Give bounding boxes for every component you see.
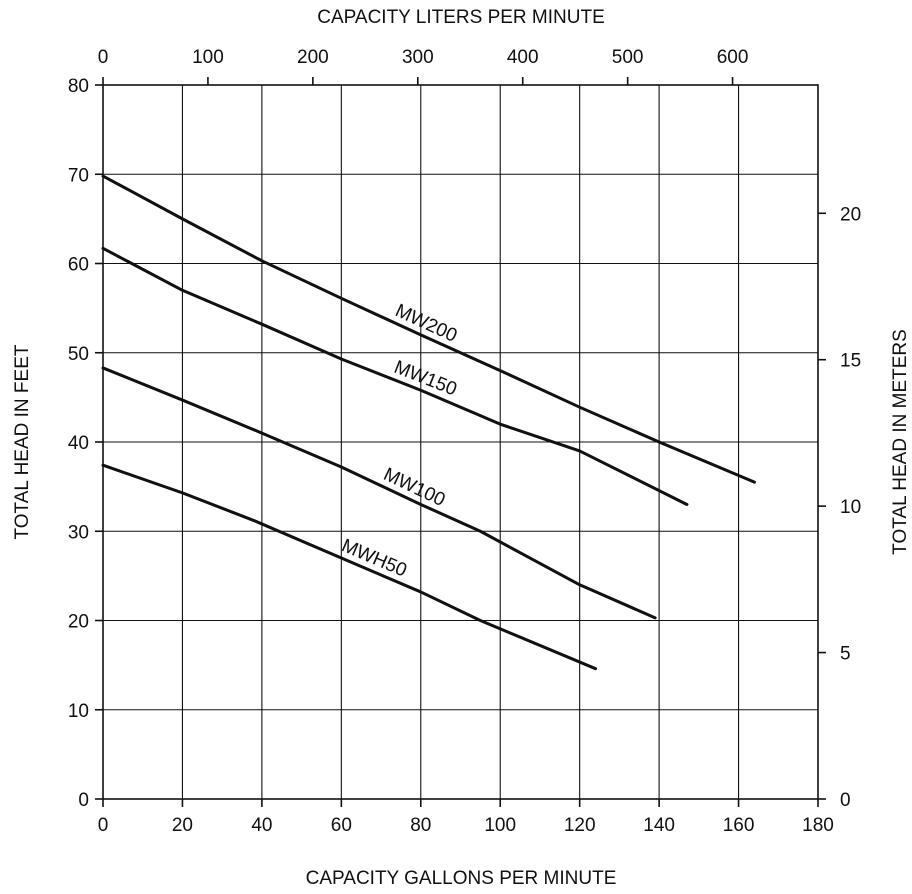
right-tick-label: 15: [840, 351, 861, 372]
bottom-axis-title: CAPACITY GALLONS PER MINUTE: [306, 868, 617, 889]
bottom-tick-label: 60: [331, 815, 352, 836]
bottom-tick-label: 20: [172, 815, 193, 836]
right-tick-label: 10: [840, 497, 861, 518]
grid: [103, 85, 818, 799]
top-tick-label: 300: [402, 47, 434, 68]
top-tick-label: 0: [98, 47, 109, 68]
bottom-tick-label: 140: [643, 815, 675, 836]
left-tick-label: 20: [68, 612, 89, 633]
right-tick-label: 5: [840, 644, 851, 665]
series-label-mw200: MW200: [392, 300, 460, 346]
top-axis-title: CAPACITY LITERS PER MINUTE: [317, 7, 605, 28]
curve-mw150: [101, 246, 689, 506]
top-tick-label: 400: [507, 47, 539, 68]
right-axis-title: TOTAL HEAD IN METERS: [890, 329, 911, 555]
left-tick-label: 60: [68, 255, 89, 276]
left-tick-label: 40: [68, 433, 89, 454]
left-tick-label: 70: [68, 165, 89, 186]
left-tick-label: 10: [68, 701, 89, 722]
axis-ticks: [95, 77, 826, 807]
left-tick-label: 30: [68, 522, 89, 543]
curve-mwh50: [101, 463, 598, 671]
series-label-mwh50: MWH50: [338, 535, 409, 581]
top-tick-label: 200: [297, 47, 329, 68]
curve-mw200: [101, 174, 756, 484]
tick-labels: 0 20 40 60 80 100 120 140 160 1800102030405060708…: [68, 47, 861, 836]
performance-curves: [101, 174, 756, 671]
bottom-tick-label: 180: [802, 815, 834, 836]
bottom-tick-label: 80: [410, 815, 431, 836]
right-tick-label: 0: [840, 790, 851, 811]
bottom-tick-label: 100: [484, 815, 516, 836]
bottom-tick-label: 120: [564, 815, 596, 836]
left-tick-label: 0: [78, 790, 89, 811]
top-tick-label: 600: [717, 47, 749, 68]
left-tick-label: 80: [68, 76, 89, 97]
bottom-tick-label: 40: [251, 815, 272, 836]
top-tick-label: 100: [192, 47, 224, 68]
bottom-tick-label: 160: [723, 815, 755, 836]
left-axis-title: TOTAL HEAD IN FEET: [12, 344, 33, 539]
bottom-tick-label: 0: [98, 815, 109, 836]
series-label-mw100: MW100: [380, 464, 448, 511]
series-label-mw150: MW150: [391, 357, 460, 401]
left-tick-label: 50: [68, 344, 89, 365]
top-tick-label: 500: [612, 47, 644, 68]
series-labels: MW200 MW150 MW100 MWH50: [338, 300, 460, 581]
curve-mw100: [101, 366, 657, 620]
right-tick-label: 20: [840, 204, 861, 225]
